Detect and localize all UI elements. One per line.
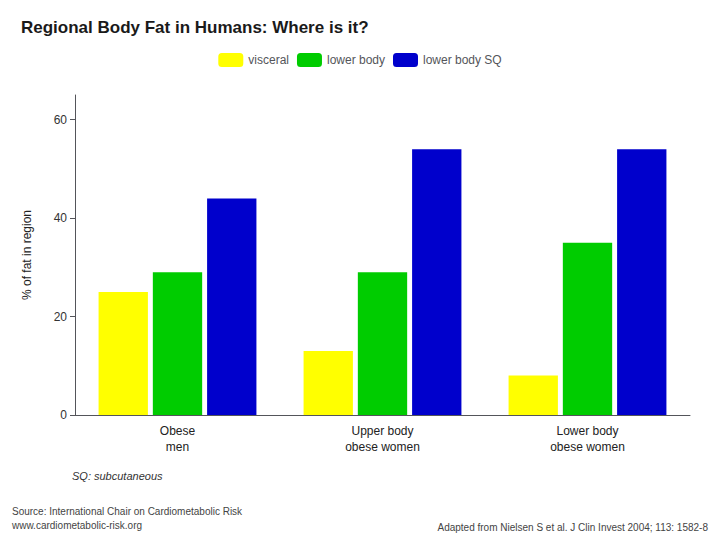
svg-text:20: 20 — [54, 310, 68, 324]
svg-text:visceral: visceral — [248, 53, 289, 67]
svg-text:lower body: lower body — [327, 53, 385, 67]
svg-text:Source: International Chair on: Source: International Chair on Cardiomet… — [12, 506, 243, 517]
svg-text:Upper body: Upper body — [351, 424, 413, 438]
svg-text:% of fat in region: % of fat in region — [20, 210, 34, 300]
svg-text:www.cardiometabolic-risk.org: www.cardiometabolic-risk.org — [11, 520, 142, 531]
svg-text:obese women: obese women — [345, 440, 420, 454]
svg-text:obese women: obese women — [550, 440, 625, 454]
svg-text:Lower body: Lower body — [556, 424, 618, 438]
svg-text:Adapted from Nielsen S et al.: Adapted from Nielsen S et al. J Clin Inv… — [437, 522, 708, 533]
svg-text:Regional Body Fat in Humans: W: Regional Body Fat in Humans: Where is it… — [21, 18, 369, 37]
svg-text:40: 40 — [54, 211, 68, 225]
svg-text:0: 0 — [60, 408, 67, 422]
svg-text:lower body SQ: lower body SQ — [423, 53, 502, 67]
svg-text:SQ: subcutaneous: SQ: subcutaneous — [72, 470, 163, 482]
svg-text:men: men — [166, 440, 189, 454]
svg-text:Obese: Obese — [160, 424, 196, 438]
svg-text:60: 60 — [54, 113, 68, 127]
